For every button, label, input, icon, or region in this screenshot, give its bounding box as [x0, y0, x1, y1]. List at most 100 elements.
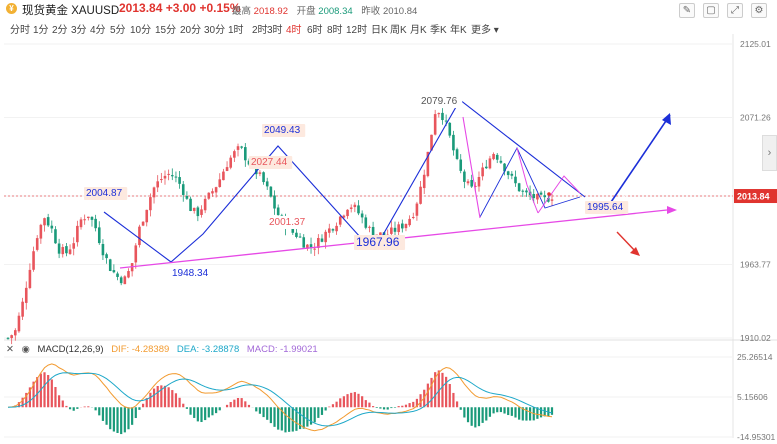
symbol-title[interactable]: 现货黄金 XAUUSD [22, 5, 120, 17]
candle-body [550, 199, 554, 201]
candle-body [72, 243, 76, 249]
candle-body [280, 215, 284, 217]
candle-body [94, 218, 97, 229]
candle-body [244, 147, 247, 161]
period-tab-5[interactable]: 5分 [110, 25, 126, 36]
period-tab-21[interactable]: 年K [450, 25, 467, 36]
candle-body [488, 158, 492, 169]
period-tab-11[interactable]: 2时 [252, 25, 268, 36]
period-tab-20[interactable]: 季K [430, 25, 447, 36]
candle-body [306, 244, 309, 249]
candle-body [265, 181, 269, 187]
candle-body [466, 181, 470, 184]
candle-body [178, 177, 181, 184]
candle-body [444, 120, 448, 122]
candle-body [397, 224, 400, 233]
candle-body [357, 205, 360, 214]
period-tab-1[interactable]: 1分 [33, 25, 49, 36]
candle-body [276, 207, 280, 216]
candle-body [105, 254, 108, 259]
period-tab-12[interactable]: 3时 [267, 25, 283, 36]
candle-body [262, 172, 265, 183]
candle-body [295, 232, 298, 237]
period-tab-13[interactable]: 4时 [286, 25, 302, 36]
period-tab-16[interactable]: 12时 [346, 25, 368, 36]
candle-body [233, 151, 236, 158]
triangle-mid [516, 147, 539, 214]
period-tab-4[interactable]: 4分 [90, 25, 106, 36]
candle-body [28, 269, 32, 289]
period-tab-15[interactable]: 8时 [327, 25, 343, 36]
settings-icon[interactable]: ⚙ [751, 3, 767, 18]
candle-body [539, 192, 543, 195]
candle-body [484, 166, 488, 169]
collapse-panel-button[interactable]: › [762, 135, 777, 171]
candle-body [342, 215, 346, 218]
period-tab-7[interactable]: 15分 [155, 25, 177, 36]
candle-body [39, 224, 43, 239]
fullscreen-icon[interactable]: ⤢ [727, 3, 743, 18]
candle-body [101, 243, 105, 256]
annotation-bg [419, 95, 463, 108]
candle-body [145, 209, 149, 223]
candle-body [463, 171, 466, 182]
edit-icon[interactable]: ▢ [703, 3, 719, 18]
price-annotations: 2004.87 1948.34 2049.43 2027.44 2001.37 1967.… [84, 95, 629, 280]
candle-body [474, 185, 477, 187]
candle-body [247, 160, 251, 165]
period-tab-17[interactable]: 日K [371, 25, 388, 36]
annotation-label: 2001.37 [269, 217, 306, 228]
period-tab-14[interactable]: 6时 [307, 25, 323, 36]
candle-body [327, 228, 331, 233]
candle-body [543, 195, 546, 198]
period-tab-22[interactable]: 更多 ▾ [471, 25, 499, 36]
macd-dif: DIF: -4.28389 [111, 344, 170, 355]
period-tab-10[interactable]: 1时 [228, 25, 244, 36]
candle-body [481, 167, 484, 177]
high-value: 2018.92 [253, 6, 288, 17]
current-price-value: 2013.84 [737, 192, 770, 202]
candle-body [222, 171, 225, 181]
draw-line-icon[interactable]: ✎ [679, 3, 695, 18]
period-tab-6[interactable]: 10分 [130, 25, 152, 36]
candle-body [203, 198, 207, 211]
triangle-upper [479, 146, 581, 218]
price-tick: 1910.02 [740, 333, 771, 343]
bull-arrow-line [608, 114, 671, 206]
annotation-bg [354, 235, 406, 250]
candle-body [229, 157, 233, 168]
eye-icon[interactable]: ◉ [21, 344, 30, 355]
macd-value: MACD: -1.99021 [246, 344, 318, 355]
candle-body [10, 335, 13, 339]
period-tab-9[interactable]: 30分 [204, 25, 226, 36]
price-change-pct: +0.15% [199, 1, 241, 15]
macd-dif-line [7, 363, 553, 432]
candle-body [79, 219, 83, 228]
candle-body [335, 225, 338, 232]
candle-body [393, 227, 397, 232]
annotation-bg [267, 216, 311, 229]
annotation-bg [585, 201, 629, 214]
candle-body [291, 226, 295, 233]
annotation-label: 2049.43 [264, 125, 301, 136]
close-icon[interactable]: ✕ [6, 344, 14, 355]
candle-body [360, 213, 364, 218]
period-tab-19[interactable]: 月K [410, 25, 427, 36]
candle-body [426, 151, 430, 177]
macd-tick: 5.15606 [737, 392, 768, 402]
period-tab-2[interactable]: 2分 [52, 25, 68, 36]
candle-body [506, 171, 510, 176]
annotation-bg [170, 267, 214, 280]
candle-body [452, 134, 455, 151]
candle-body [90, 216, 94, 220]
period-tab-8[interactable]: 20分 [180, 25, 202, 36]
candle-body [371, 226, 375, 237]
quote-stats: 最高 2018.92 开盘 2008.34 昨收 2010.84 [232, 3, 423, 17]
period-tab-0[interactable]: 分时 [10, 25, 30, 36]
annotation-bg [84, 187, 128, 200]
period-tab-3[interactable]: 3分 [71, 25, 87, 36]
macd-dea: DEA: -3.28878 [176, 344, 240, 355]
period-tab-18[interactable]: 周K [390, 25, 407, 36]
candle-body [320, 238, 324, 242]
